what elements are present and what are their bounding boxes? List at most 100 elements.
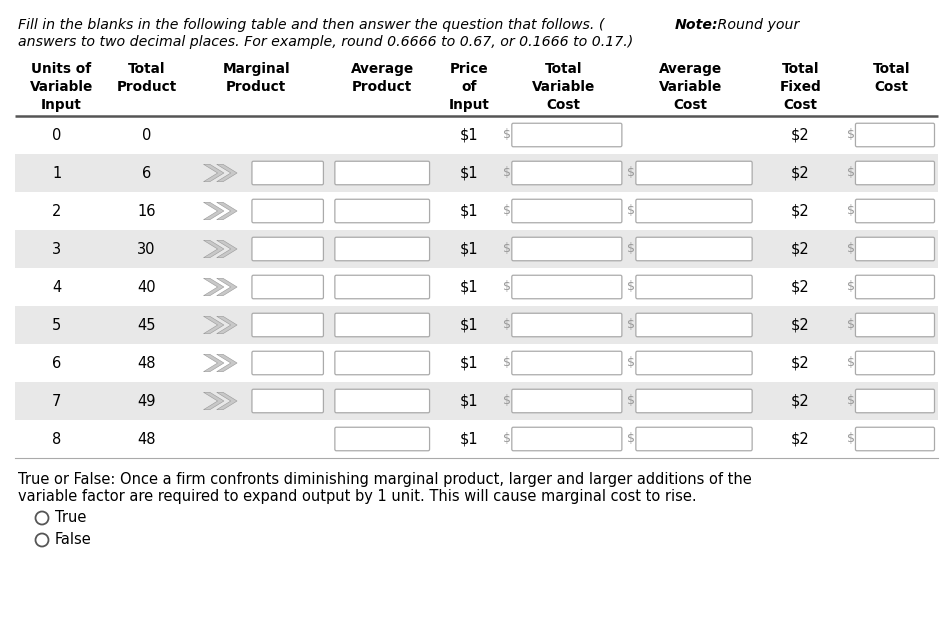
Bar [15, 230, 938, 268]
Text: $: $ [503, 204, 512, 217]
Text: 6: 6 [52, 356, 62, 371]
Polygon shape [204, 164, 223, 182]
Text: $2: $2 [791, 242, 809, 257]
Text: $: $ [847, 356, 855, 369]
FancyBboxPatch shape [252, 351, 323, 375]
Text: $1: $1 [459, 318, 478, 333]
Text: $2: $2 [791, 432, 809, 447]
FancyBboxPatch shape [512, 351, 622, 375]
Text: 48: 48 [137, 356, 156, 371]
Text: Round your: Round your [713, 18, 799, 32]
FancyBboxPatch shape [335, 427, 430, 451]
FancyBboxPatch shape [335, 275, 430, 299]
Text: 8: 8 [52, 432, 62, 447]
Text: $: $ [847, 204, 855, 217]
Text: 0: 0 [142, 128, 151, 143]
Text: $2: $2 [791, 394, 809, 409]
Polygon shape [204, 278, 223, 296]
Polygon shape [217, 316, 237, 334]
FancyBboxPatch shape [252, 199, 323, 223]
Text: $: $ [628, 204, 635, 217]
Text: $1: $1 [459, 280, 478, 295]
FancyBboxPatch shape [512, 123, 622, 147]
Bar [15, 306, 938, 344]
Polygon shape [217, 240, 237, 258]
Text: Total
Cost: Total Cost [873, 62, 910, 94]
Text: True or False: Once a firm confronts diminishing marginal product, larger and la: True or False: Once a firm confronts dim… [18, 472, 751, 487]
Text: $: $ [503, 432, 512, 445]
FancyBboxPatch shape [856, 313, 935, 337]
Text: $1: $1 [459, 128, 478, 143]
Text: $2: $2 [791, 318, 809, 333]
Text: $: $ [628, 356, 635, 369]
Polygon shape [204, 316, 223, 334]
Text: $: $ [628, 394, 635, 407]
Text: $: $ [847, 128, 855, 141]
FancyBboxPatch shape [512, 199, 622, 223]
Text: Units of
Variable
Input: Units of Variable Input [29, 62, 93, 112]
Text: 0: 0 [52, 128, 62, 143]
FancyBboxPatch shape [636, 275, 752, 299]
FancyBboxPatch shape [856, 351, 935, 375]
Text: $: $ [503, 166, 512, 179]
Bar [15, 382, 938, 420]
Text: $: $ [847, 394, 855, 407]
Text: variable factor are required to expand output by 1 unit. This will cause margina: variable factor are required to expand o… [18, 489, 697, 504]
FancyBboxPatch shape [335, 351, 430, 375]
Bar [15, 154, 938, 192]
Text: 7: 7 [52, 394, 62, 409]
Text: 40: 40 [137, 280, 156, 295]
Text: $1: $1 [459, 356, 478, 371]
Polygon shape [204, 202, 223, 220]
Text: $2: $2 [791, 356, 809, 371]
Text: 3: 3 [52, 242, 62, 257]
Text: Average
Variable
Cost: Average Variable Cost [659, 62, 722, 112]
Text: $: $ [847, 280, 855, 293]
Polygon shape [204, 240, 223, 258]
Text: 2: 2 [52, 204, 62, 219]
Text: $1: $1 [459, 432, 478, 447]
FancyBboxPatch shape [252, 313, 323, 337]
FancyBboxPatch shape [335, 161, 430, 185]
FancyBboxPatch shape [856, 199, 935, 223]
Text: Total
Fixed
Cost: Total Fixed Cost [780, 62, 821, 112]
Text: $: $ [503, 242, 512, 255]
Text: $: $ [628, 242, 635, 255]
FancyBboxPatch shape [512, 275, 622, 299]
FancyBboxPatch shape [636, 427, 752, 451]
FancyBboxPatch shape [512, 313, 622, 337]
FancyBboxPatch shape [636, 199, 752, 223]
Text: 6: 6 [142, 166, 151, 181]
Text: $: $ [503, 356, 512, 369]
FancyBboxPatch shape [636, 389, 752, 413]
FancyBboxPatch shape [252, 161, 323, 185]
Text: True: True [55, 510, 87, 525]
FancyBboxPatch shape [512, 237, 622, 261]
FancyBboxPatch shape [856, 427, 935, 451]
Text: Total
Product: Total Product [116, 62, 177, 94]
Text: $2: $2 [791, 128, 809, 143]
Polygon shape [217, 354, 237, 372]
Polygon shape [217, 164, 237, 182]
Text: 49: 49 [137, 394, 156, 409]
FancyBboxPatch shape [856, 123, 935, 147]
Text: 30: 30 [137, 242, 156, 257]
FancyBboxPatch shape [252, 237, 323, 261]
FancyBboxPatch shape [512, 389, 622, 413]
Text: $2: $2 [791, 204, 809, 219]
Text: $1: $1 [459, 204, 478, 219]
Text: 45: 45 [137, 318, 156, 333]
Text: 4: 4 [52, 280, 62, 295]
FancyBboxPatch shape [636, 313, 752, 337]
Text: $1: $1 [459, 394, 478, 409]
Circle shape [35, 511, 49, 525]
FancyBboxPatch shape [636, 161, 752, 185]
FancyBboxPatch shape [856, 161, 935, 185]
Text: answers to two decimal places. For example, round 0.6666 to 0.67, or 0.1666 to 0: answers to two decimal places. For examp… [18, 35, 633, 49]
Text: $: $ [847, 432, 855, 445]
FancyBboxPatch shape [252, 275, 323, 299]
Text: False: False [55, 533, 91, 548]
Polygon shape [217, 392, 237, 410]
Text: $: $ [503, 128, 512, 141]
Text: Total
Variable
Cost: Total Variable Cost [532, 62, 595, 112]
